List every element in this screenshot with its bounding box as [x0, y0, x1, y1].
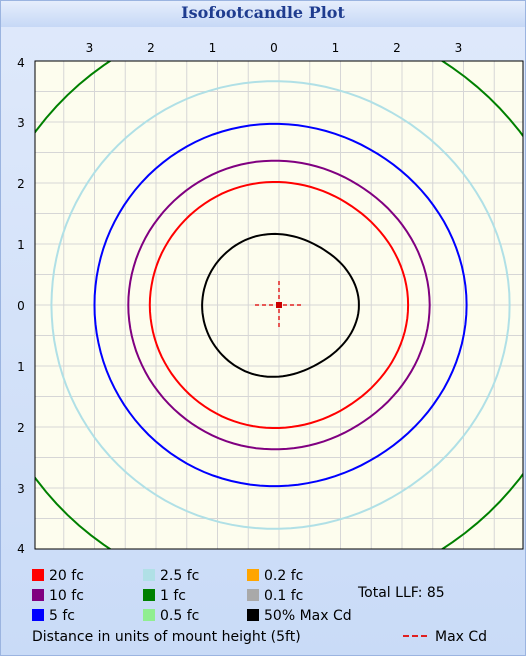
legend-item-label: 0.1 fc: [264, 588, 304, 604]
y-tick-label: 4: [17, 542, 25, 556]
distance-note: Distance in units of mount height (5ft): [32, 629, 301, 645]
legend-swatch: [143, 569, 155, 581]
legend-item: 2.5 fc: [143, 567, 199, 585]
y-tick-label: 3: [17, 482, 25, 496]
legend-item-label: 0.5 fc: [160, 608, 200, 624]
legend-item: 0.2 fc: [247, 567, 303, 585]
legend-swatch: [32, 569, 44, 581]
contour-5-fc: [93, 122, 468, 488]
legend-item-label: 5 fc: [49, 608, 75, 624]
max-cd-dash-icon: [403, 635, 427, 637]
legend-swatch: [247, 589, 259, 601]
legend-item-label: 10 fc: [49, 588, 84, 604]
legend-item-label: 2.5 fc: [160, 568, 200, 584]
contour-20-fc: [148, 181, 410, 429]
legend-item-label: 0.2 fc: [264, 568, 304, 584]
max-cd-legend-label: Max Cd: [435, 629, 488, 645]
max-cd-marker: [276, 302, 282, 308]
x-tick-label: 1: [332, 41, 340, 55]
contour-50-max-cd: [201, 232, 360, 378]
y-tick-label: 1: [17, 238, 25, 252]
legend-item-label: 50% Max Cd: [264, 608, 352, 624]
legend-item: 1 fc: [143, 587, 186, 605]
legend-item: 0.1 fc: [247, 587, 303, 605]
x-tick-label: 2: [393, 41, 401, 55]
legend-item-label: 1 fc: [160, 588, 186, 604]
y-tick-label: 3: [17, 116, 25, 130]
x-tick-label: 3: [455, 41, 463, 55]
y-tick-label: 1: [17, 360, 25, 374]
title-bar: Isofootcandle Plot: [1, 1, 525, 27]
plot-border: [34, 60, 524, 550]
total-llf-label: Total LLF: 85: [358, 585, 445, 601]
x-tick-label: 3: [86, 41, 94, 55]
legend-item: 10 fc: [32, 587, 84, 605]
isofootcandle-plot: 3 2 1 0 1 2 3 4 3 2 1 0 1 2 3 4: [17, 41, 524, 556]
y-tick-label: 2: [17, 177, 25, 191]
max-cd-legend: Max Cd: [403, 629, 487, 645]
legend-swatch: [143, 609, 155, 621]
legend-swatch: [247, 609, 259, 621]
legend-item: 50% Max Cd: [247, 607, 352, 625]
legend-swatch: [32, 609, 44, 621]
x-tick-label: 2: [147, 41, 155, 55]
legend-item: 20 fc: [32, 567, 84, 585]
legend-item: 5 fc: [32, 607, 75, 625]
contour-10-fc: [127, 159, 431, 451]
x-tick-label: 0: [270, 41, 278, 55]
legend: 20 fc 10 fc 5 fc 2.5 fc 1 fc 0.5 fc 0.2 fc 0.1 …: [1, 561, 525, 657]
legend-swatch: [247, 569, 259, 581]
y-tick-label: 2: [17, 421, 25, 435]
contour-2-5-fc: [50, 80, 511, 530]
chart-title: Isofootcandle Plot: [181, 3, 345, 22]
contour-group: [35, 61, 523, 549]
x-tick-label: 1: [209, 41, 217, 55]
y-tick-label: 4: [17, 56, 25, 70]
y-tick-label: 0: [17, 299, 25, 313]
legend-swatch: [32, 589, 44, 601]
legend-item-label: 20 fc: [49, 568, 84, 584]
legend-item: 0.5 fc: [143, 607, 199, 625]
legend-swatch: [143, 589, 155, 601]
